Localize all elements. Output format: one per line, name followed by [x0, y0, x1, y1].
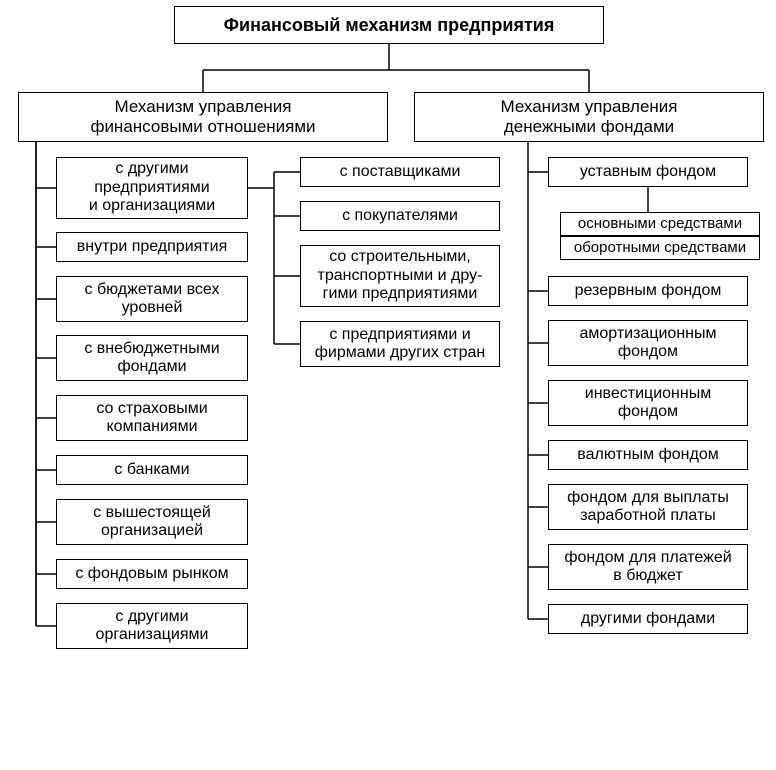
left-subitem-0: с поставщиками	[300, 157, 500, 187]
right-subitem-1: оборотными средствами	[560, 236, 760, 260]
left-item-4: со страховыми компаниями	[56, 395, 248, 441]
left-subitem-3: с предприятиями и фирмами других стран	[300, 321, 500, 367]
left-item-3: с внебюджетными фондами	[56, 335, 248, 381]
left-item-0: с другими предприятиями и организациями	[56, 157, 248, 219]
left-item-7: с фондовым рынком	[56, 559, 248, 589]
right-item-4: валютным фондом	[548, 440, 748, 470]
right-item-3: инвестиционным фондом	[548, 380, 748, 426]
left-item-5: с банками	[56, 455, 248, 485]
right-item-7: другими фондами	[548, 604, 748, 634]
right-branch-header: Механизм управления денежными фондами	[414, 92, 764, 142]
left-item-2: с бюджетами всех уровней	[56, 276, 248, 322]
root-title: Финансовый механизм предприятия	[174, 6, 604, 44]
right-item-2: амортизационным фондом	[548, 320, 748, 366]
left-item-1: внутри предприятия	[56, 232, 248, 262]
right-item-5: фондом для выплаты заработной платы	[548, 484, 748, 530]
right-item-1: резервным фондом	[548, 276, 748, 306]
left-item-8: с другими организациями	[56, 603, 248, 649]
left-branch-header: Механизм управления финансовыми отношени…	[18, 92, 388, 142]
right-subitem-0: основными средствами	[560, 212, 760, 236]
left-subitem-2: со строительными, транспортными и дру- г…	[300, 245, 500, 307]
right-item-6: фондом для платежей в бюджет	[548, 544, 748, 590]
left-subitem-1: с покупателями	[300, 201, 500, 231]
right-item-0: уставным фондом	[548, 157, 748, 187]
left-item-6: с вышестоящей организацией	[56, 499, 248, 545]
